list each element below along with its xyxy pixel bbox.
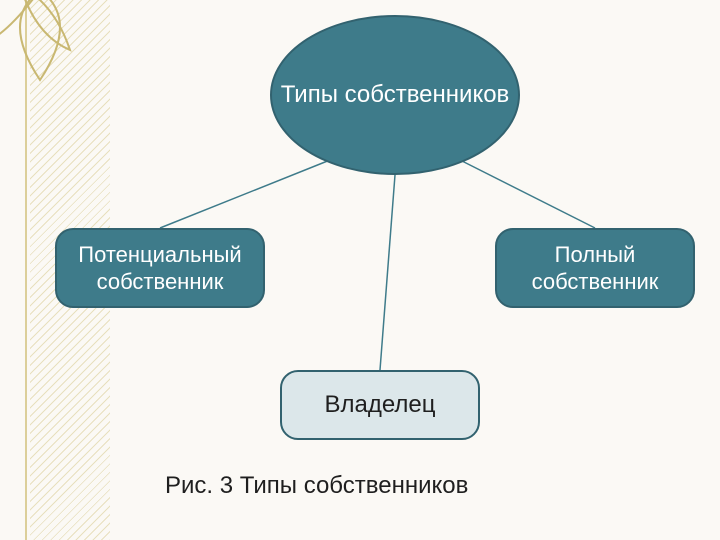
edge: [160, 160, 330, 228]
edge: [380, 175, 395, 370]
child-label: Потенциальный собственник: [71, 241, 249, 296]
child-node-center: Владелец: [280, 370, 480, 440]
root-node: Типы собственников: [270, 15, 520, 175]
child-node-left: Потенциальный собственник: [55, 228, 265, 308]
child-label: Владелец: [324, 390, 435, 420]
figure-caption: Рис. 3 Типы собственников: [165, 472, 468, 500]
child-label: Полный собственник: [511, 241, 679, 296]
diagram-container: Типы собственников Потенциальный собстве…: [0, 0, 720, 540]
caption-text: Рис. 3 Типы собственников: [165, 472, 468, 499]
child-node-right: Полный собственник: [495, 228, 695, 308]
edge: [460, 160, 595, 228]
root-label: Типы собственников: [281, 80, 510, 110]
